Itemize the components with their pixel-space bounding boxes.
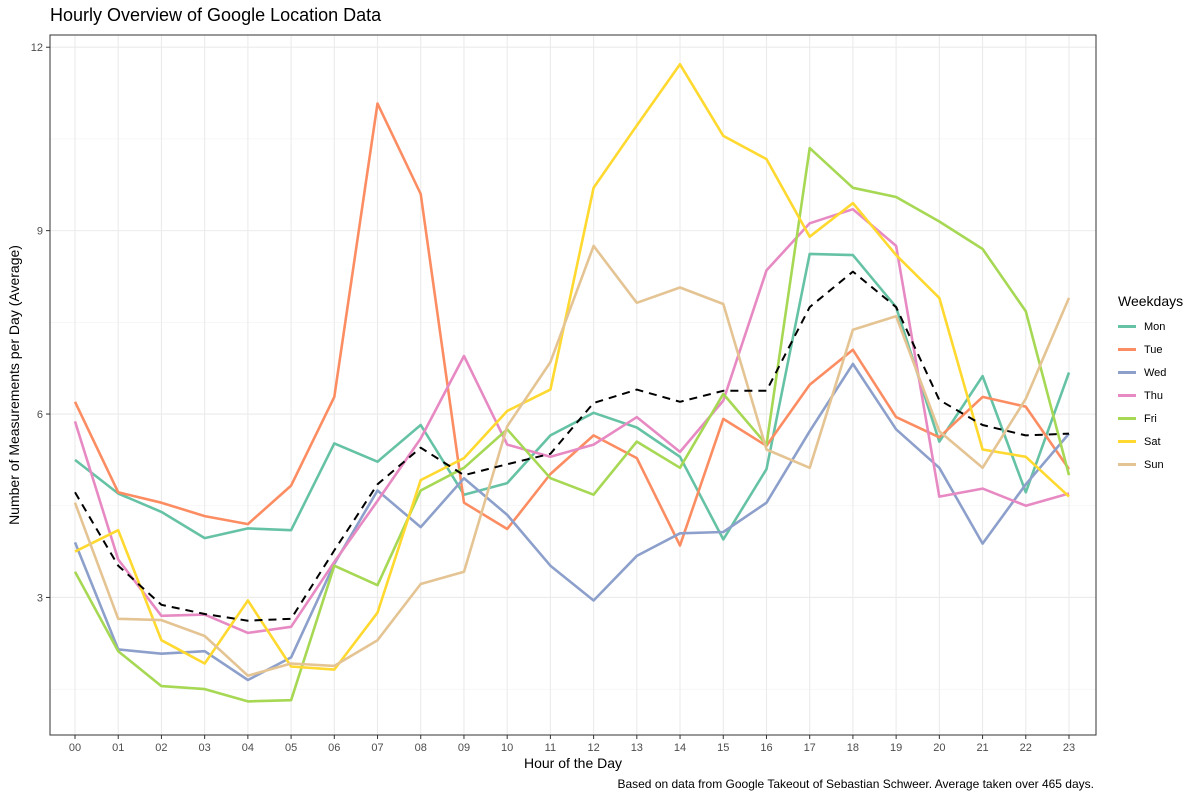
x-tick-label: 17 — [804, 742, 816, 754]
legend-swatch — [1118, 371, 1136, 374]
legend-item-wed: Wed — [1118, 361, 1183, 384]
legend-swatch — [1118, 394, 1136, 397]
x-tick-label: 07 — [371, 742, 383, 754]
legend-item-thu: Thu — [1118, 384, 1183, 407]
legend-swatch — [1118, 417, 1136, 420]
x-tick-label: 00 — [69, 742, 81, 754]
legend-swatch — [1118, 348, 1136, 351]
legend-label: Thu — [1144, 389, 1163, 402]
x-tick-label: 05 — [285, 742, 297, 754]
legend-label: Tue — [1144, 343, 1163, 356]
legend-swatch — [1118, 325, 1136, 328]
legend-item-mon: Mon — [1118, 315, 1183, 338]
y-axis: 3 6 9 12 — [31, 42, 50, 604]
legend-item-sun: Sun — [1118, 453, 1183, 476]
series-lines — [73, 63, 1071, 703]
x-tick-label: 19 — [890, 742, 902, 754]
legend-swatch — [1118, 463, 1136, 466]
chart-caption: Based on data from Google Takeout of Seb… — [617, 777, 1094, 791]
x-tick-label: 09 — [458, 742, 470, 754]
x-tick-label: 03 — [199, 742, 211, 754]
legend-title: Weekdays — [1118, 293, 1184, 309]
x-tick-label: 14 — [674, 742, 686, 754]
plot-panel-border — [49, 34, 1097, 736]
series-line-sun — [73, 244, 1071, 678]
series-line-wed — [73, 362, 1070, 682]
legend-swatch — [1118, 440, 1136, 443]
x-tick-label: 04 — [242, 742, 254, 754]
legend-label: Mon — [1144, 320, 1166, 333]
legend-items: Mon Tue Wed Thu Fri Sat Sun — [1118, 315, 1183, 476]
legend: Weekdays Mon Tue Wed Thu Fri Sat Sun — [1118, 293, 1183, 476]
chart-title: Hourly Overview of Google Location Data — [50, 5, 382, 25]
y-tick-label: 6 — [37, 409, 43, 421]
y-axis-label: Number of Measurements per Day (Average) — [6, 245, 22, 525]
y-tick-label: 9 — [37, 226, 43, 238]
series-line-fri — [73, 146, 1071, 703]
legend-label: Fri — [1144, 412, 1157, 425]
series-line-sat — [74, 63, 1070, 671]
y-tick-label: 3 — [37, 592, 43, 604]
x-tick-label: 08 — [415, 742, 427, 754]
legend-label: Sun — [1144, 458, 1164, 471]
x-axis: 00 01 02 03 04 05 06 07 08 09 10 11 12 13 14 15 16 17 18 19… — [69, 735, 1075, 754]
series-line-mon — [74, 252, 1071, 541]
legend-item-sat: Sat — [1118, 430, 1183, 453]
legend-item-fri: Fri — [1118, 407, 1183, 430]
legend-label: Wed — [1144, 366, 1167, 379]
x-tick-label: 12 — [587, 742, 599, 754]
series-line-tue — [73, 102, 1071, 547]
x-tick-label: 15 — [717, 742, 729, 754]
x-tick-label: 23 — [1063, 742, 1075, 754]
series-line-average — [74, 270, 1070, 622]
minor-gridlines — [50, 138, 1096, 690]
x-tick-label: 20 — [933, 742, 945, 754]
x-tick-label: 11 — [545, 742, 556, 754]
x-tick-label: 18 — [847, 742, 859, 754]
x-tick-label: 16 — [760, 742, 772, 754]
x-tick-label: 21 — [976, 742, 988, 754]
x-tick-label: 01 — [112, 742, 124, 754]
x-tick-label: 02 — [155, 742, 167, 754]
legend-label: Sat — [1144, 435, 1161, 448]
series-line-thu — [73, 207, 1070, 635]
x-tick-label: 06 — [328, 742, 340, 754]
x-axis-label: Hour of the Day — [523, 755, 623, 771]
x-tick-label: 13 — [631, 742, 643, 754]
legend-item-tue: Tue — [1118, 338, 1183, 361]
y-tick-label: 12 — [31, 42, 43, 54]
x-tick-label: 22 — [1020, 742, 1032, 754]
major-gridlines — [50, 35, 1096, 735]
x-tick-label: 10 — [501, 742, 513, 754]
